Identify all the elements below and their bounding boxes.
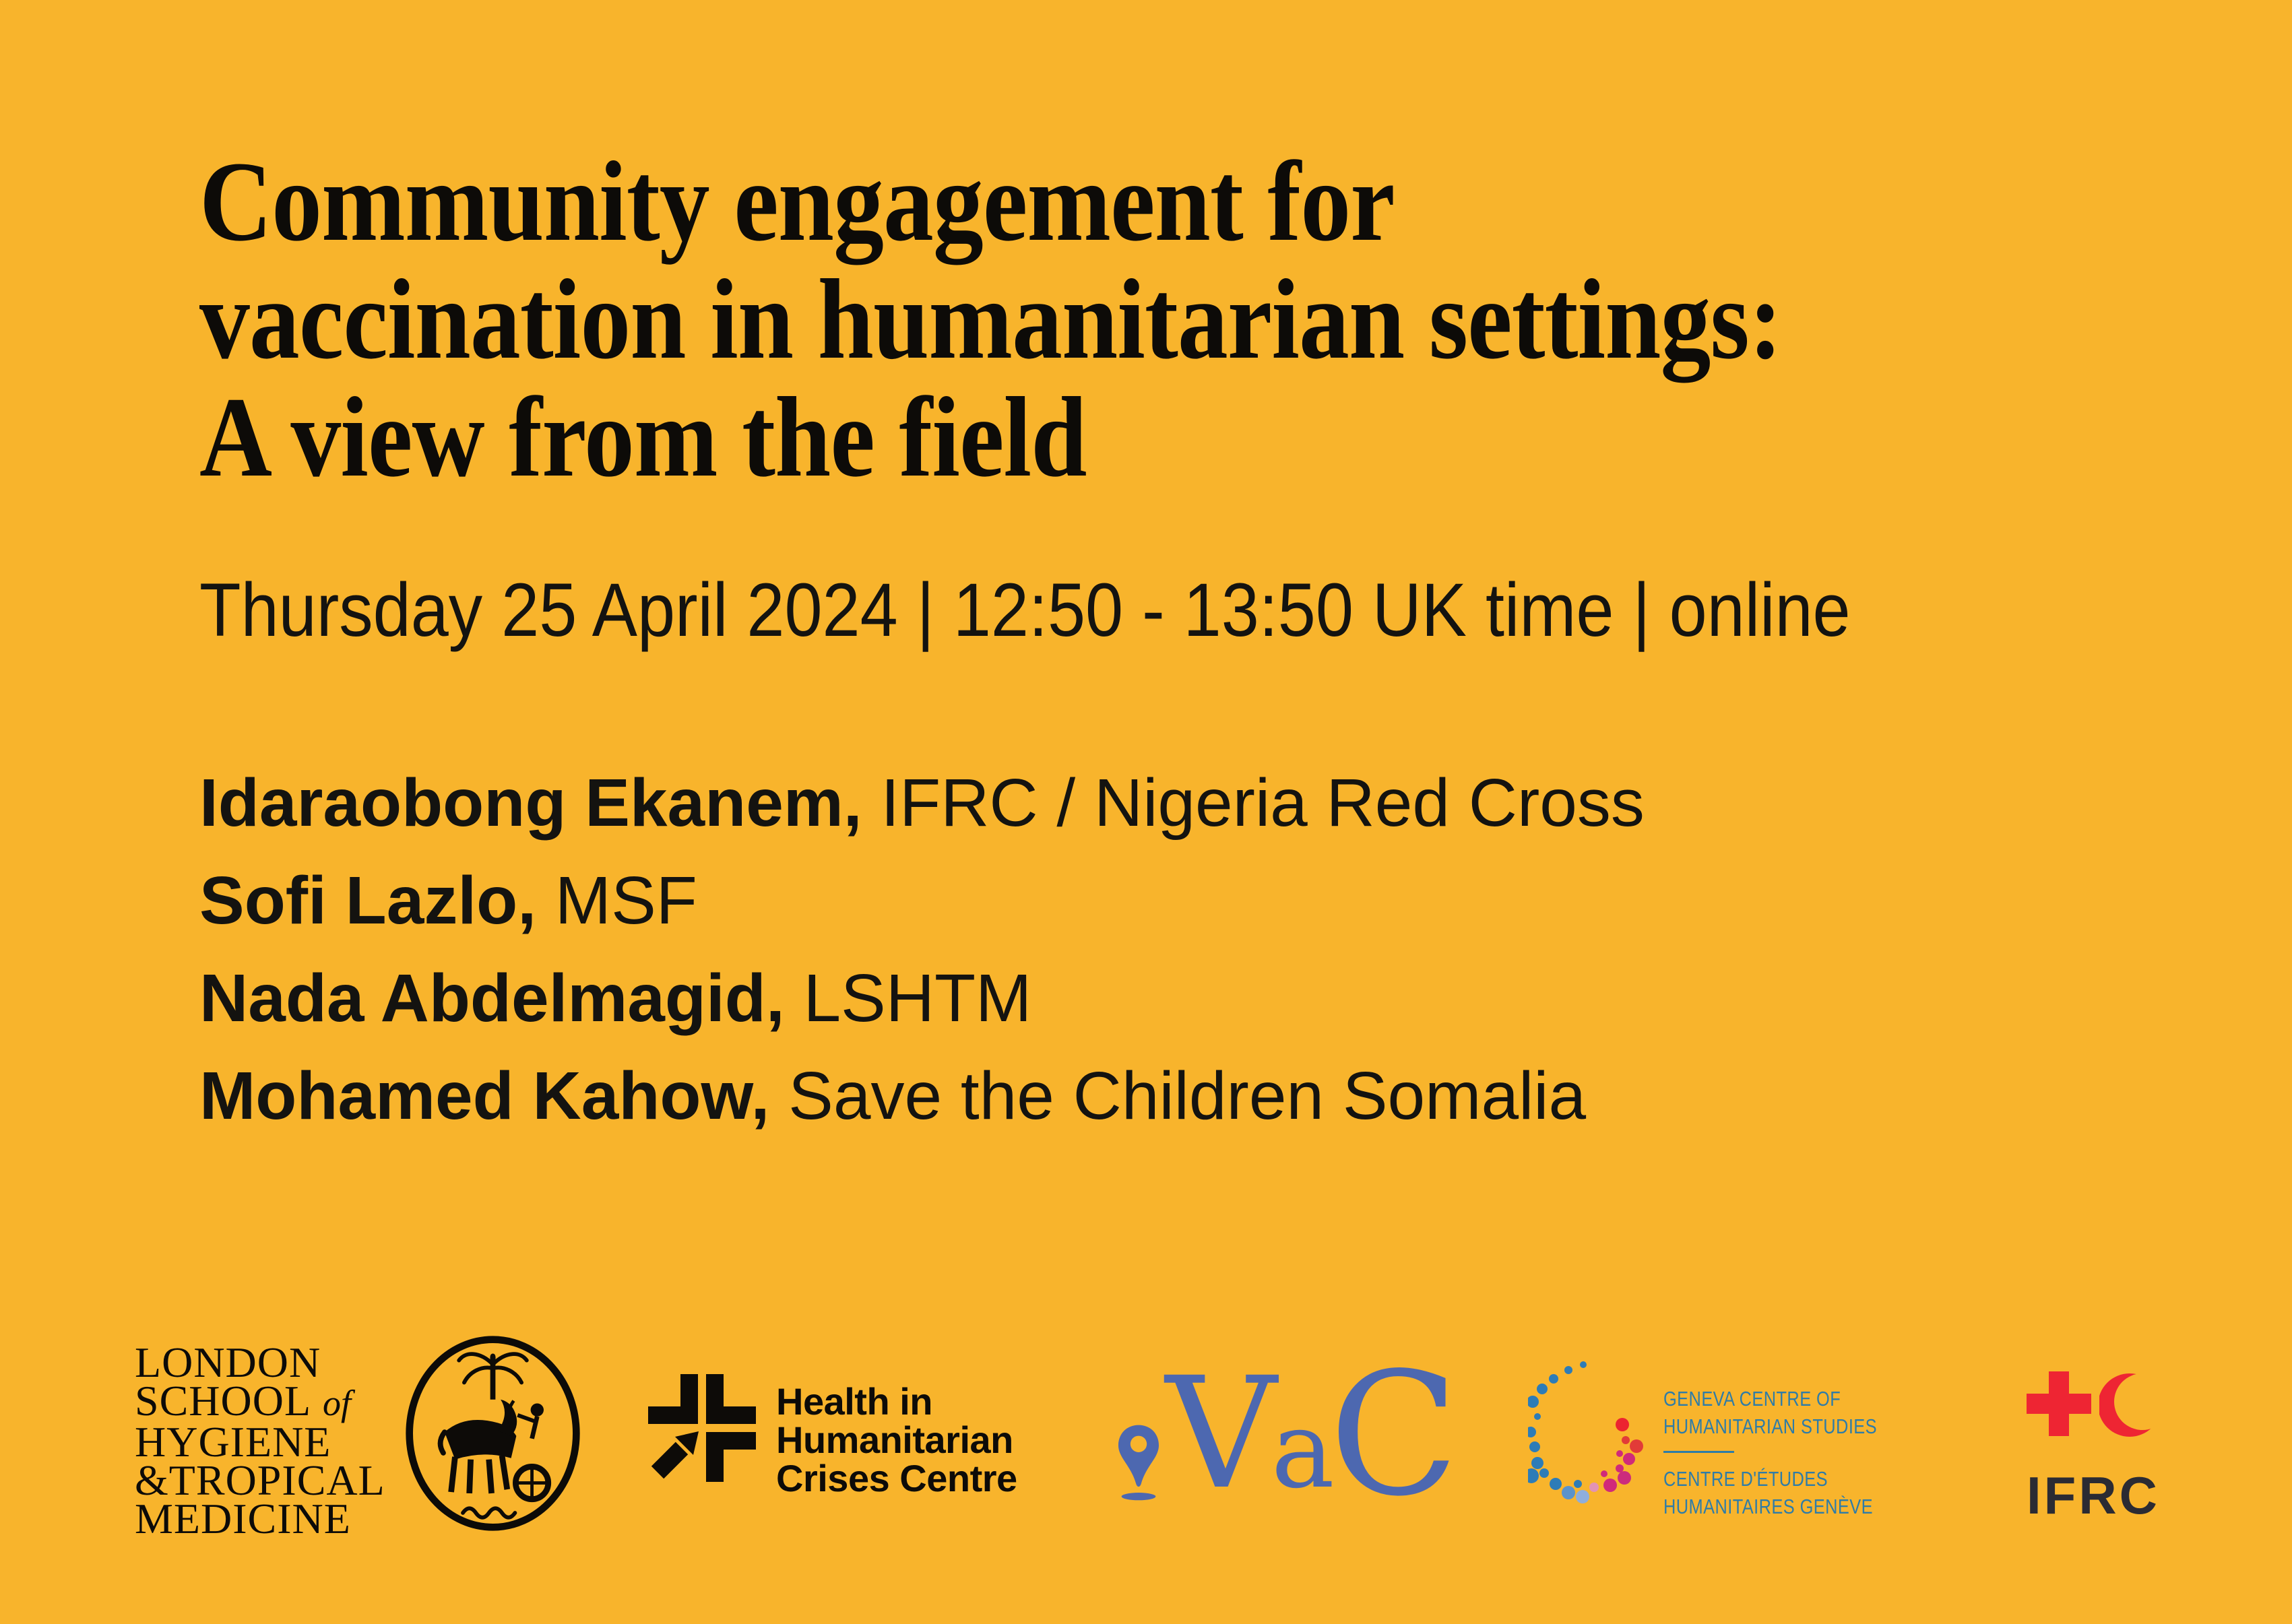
title-line-2: vaccination in humanitarian settings: [199,256,1783,383]
logo-vac: VaC [1113,1344,1459,1520]
logo-hhcc: Health in Humanitarian Crises Centre [648,1374,1017,1497]
speaker-name: Idaraobong Ekanem, [199,765,862,841]
speaker-name: Mohamed Kahow, [199,1058,770,1134]
vac-letter: V [1166,1344,1277,1523]
vac-letter: a [1271,1388,1335,1512]
speaker-row: Nada Abdelmagid, LSHTM [199,950,1645,1047]
logo-lshtm: LONDON SCHOOL of HYGIENE &TROPICAL MEDIC… [135,1332,583,1542]
lshtm-line: MEDICINE [135,1495,351,1542]
event-datetime: Thursday 25 April 2024 | 12:50 - 13:50 U… [199,568,1851,652]
logo-ifrc: IFRC [2027,1371,2171,1526]
speaker-affiliation: MSF [536,863,697,938]
lshtm-line: SCHOOL of [135,1377,352,1425]
lshtm-line: LONDON [135,1338,321,1386]
geneva-line-fr: HUMANITAIRES GENÈVE [1663,1495,1873,1518]
speaker-row: Sofi Lazlo, MSF [199,852,1645,950]
ifrc-emblems [2027,1371,2171,1442]
speaker-affiliation: IFRC / Nigeria Red Cross [862,765,1645,841]
title-line-3: A view from the field [199,374,1087,500]
geneva-wordmark: GENEVA CENTRE OF HUMANITARIAN STUDIES CE… [1663,1347,1877,1520]
vac-letter: C [1329,1336,1459,1534]
hhcc-wordmark: Health in Humanitarian Crises Centre [776,1374,1017,1497]
speaker-name: Sofi Lazlo, [199,863,536,938]
cross-arrow-icon [648,1374,756,1485]
speaker-affiliation: Save the Children Somalia [769,1058,1587,1134]
lshtm-wordmark: LONDON SCHOOL of HYGIENE &TROPICAL MEDIC… [135,1332,385,1542]
speaker-name: Nada Abdelmagid, [199,961,785,1036]
lshtm-crest-icon [403,1332,583,1538]
logo-geneva: GENEVA CENTRE OF HUMANITARIAN STUDIES CE… [1524,1347,1924,1520]
speaker-list: Idaraobong Ekanem, IFRC / Nigeria Red Cr… [199,754,1645,1145]
hhcc-line: Health in [776,1380,932,1423]
hhcc-line: Humanitarian [776,1419,1013,1461]
geneva-line-en: HUMANITARIAN STUDIES [1663,1415,1878,1438]
red-cross-icon [2027,1371,2091,1439]
geneva-line-fr: CENTRE D'ÉTUDES [1663,1467,1828,1491]
lshtm-line: HYGIENE [135,1418,331,1466]
dot-spiral-icon [1524,1347,1646,1516]
vac-wordmark: VaC [1166,1344,1459,1520]
title-line-1: Community engagement for [199,138,1395,265]
red-crescent-icon [2098,1371,2171,1442]
geneva-divider [1663,1451,1734,1453]
geneva-line-en: GENEVA CENTRE OF [1663,1387,1841,1410]
speaker-row: Mohamed Kahow, Save the Children Somalia [199,1047,1645,1145]
lshtm-line: &TROPICAL [135,1456,385,1504]
speaker-affiliation: LSHTM [784,961,1032,1036]
speaker-row: Idaraobong Ekanem, IFRC / Nigeria Red Cr… [199,754,1645,852]
map-pin-icon [1113,1421,1164,1507]
ifrc-wordmark: IFRC [2027,1466,2160,1525]
page-title: Community engagement for vaccination in … [199,138,1783,500]
hhcc-line: Crises Centre [776,1457,1017,1499]
